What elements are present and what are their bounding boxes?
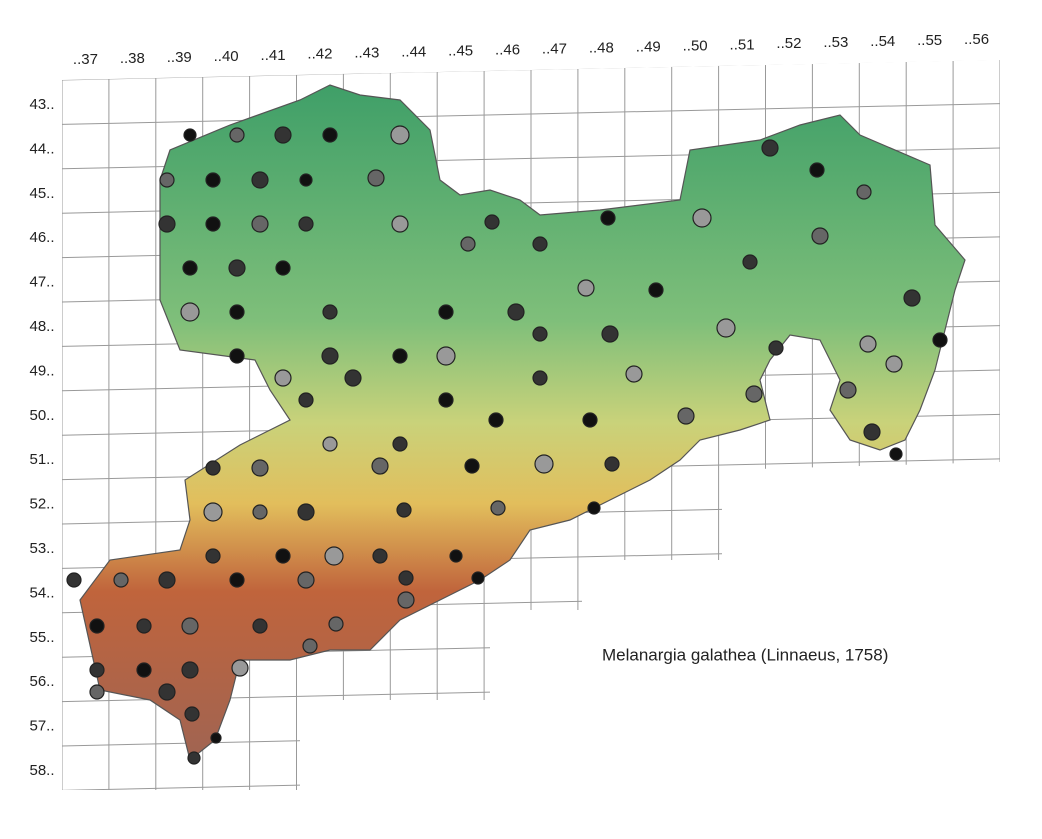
column-label: ..38 — [120, 50, 145, 67]
row-label: 58.. — [29, 762, 54, 779]
column-label: ..47 — [542, 40, 567, 57]
grid-line — [62, 60, 1000, 81]
grid-line — [62, 102, 1000, 125]
row-label: 56.. — [29, 673, 54, 690]
column-label: ..44 — [401, 44, 426, 61]
row-label: 44.. — [29, 140, 54, 157]
column-label: ..54 — [870, 33, 895, 50]
record-dots — [66, 125, 948, 765]
grid-line — [62, 768, 1000, 790]
column-label: ..43 — [354, 45, 379, 62]
column-label: ..55 — [917, 32, 942, 49]
row-label: 45.. — [29, 185, 54, 202]
column-label: ..53 — [823, 34, 848, 51]
row-label: 54.. — [29, 584, 54, 601]
column-label: ..42 — [307, 46, 332, 63]
grid-labels: ..37 ..38 ..39 ..40 ..41 ..42 ..43 ..44 ..45 ..46… — [29, 31, 989, 779]
row-label: 46.. — [29, 229, 54, 246]
column-label: ..49 — [636, 38, 661, 55]
row-label: 49.. — [29, 362, 54, 379]
column-label: ..51 — [730, 36, 755, 53]
row-label: 43.. — [29, 96, 54, 113]
column-label: ..46 — [495, 42, 520, 59]
column-label: ..37 — [73, 51, 98, 68]
row-label: 52.. — [29, 496, 54, 513]
column-label: ..48 — [589, 39, 614, 56]
row-label: 57.. — [29, 718, 54, 735]
row-label: 48.. — [29, 318, 54, 335]
column-label: ..45 — [448, 43, 473, 60]
column-label: ..56 — [964, 31, 989, 48]
column-label: ..50 — [683, 37, 708, 54]
column-label: ..39 — [167, 49, 192, 66]
region-relief — [79, 84, 966, 762]
column-label: ..40 — [214, 48, 239, 65]
row-label: 50.. — [29, 407, 54, 424]
species-caption: Melanargia galathea (Linnaeus, 1758) — [602, 645, 888, 664]
column-label: ..52 — [776, 35, 801, 52]
row-label: 51.. — [29, 451, 54, 468]
row-label: 47.. — [29, 274, 54, 291]
row-label: 53.. — [29, 540, 54, 557]
column-label: ..41 — [261, 47, 286, 64]
row-label: 55.. — [29, 629, 54, 646]
